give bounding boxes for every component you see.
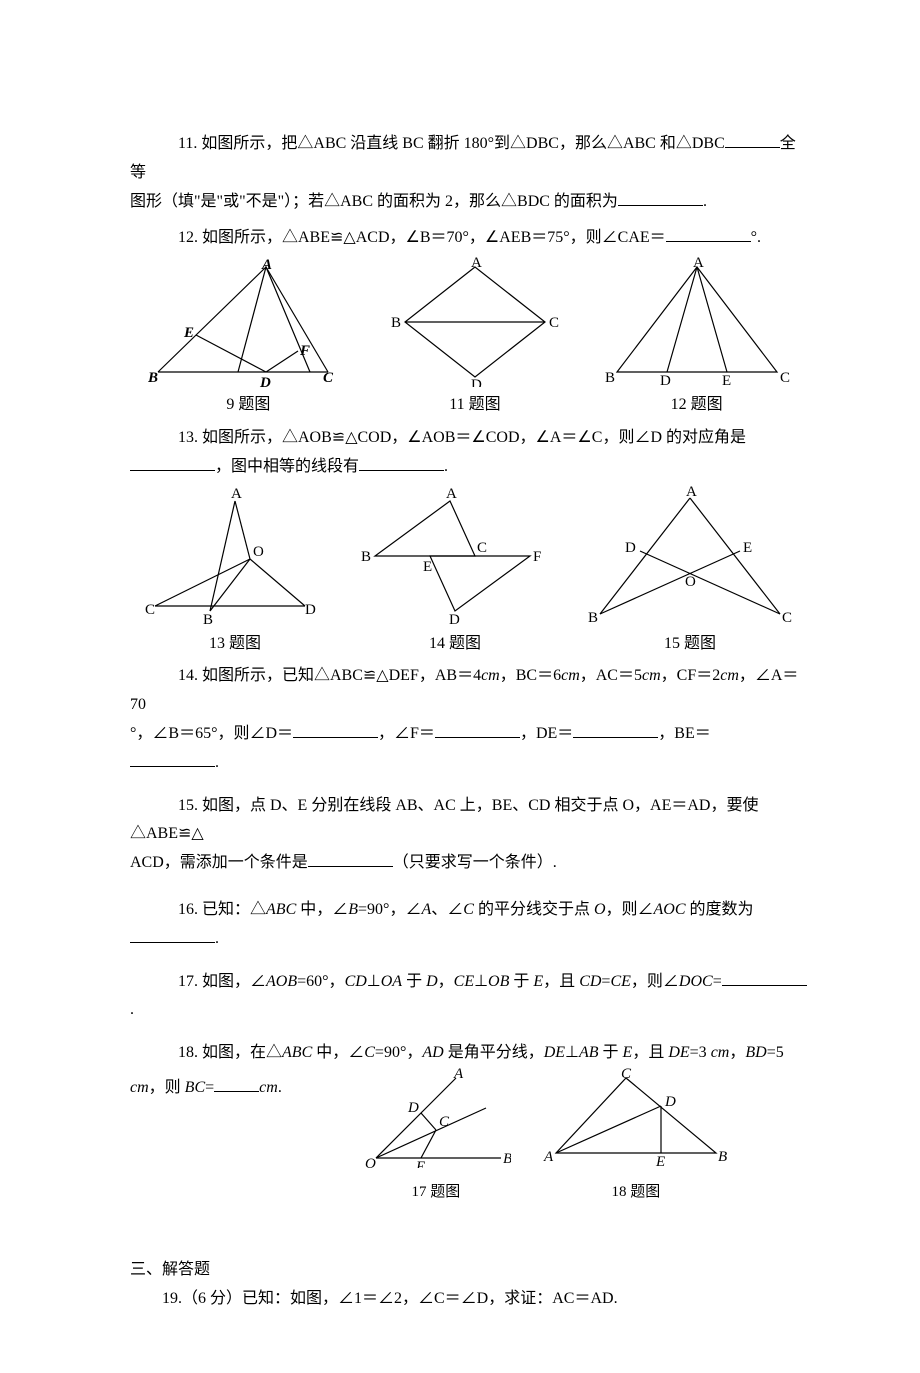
figure-row-1: A B C D E F A B C D A B C D E <box>130 257 810 387</box>
figure-11: A B C D <box>385 257 565 387</box>
svg-text:B: B <box>391 315 401 331</box>
svg-text:O: O <box>685 574 696 590</box>
question-15: 15. 如图，点 D、E 分别在线段 AB、AC 上，BE、CD 相交于点 O，… <box>130 792 810 878</box>
svg-text:D: D <box>471 377 482 387</box>
page-container: 11. 如图所示，把△ABC 沿直线 BC 翻折 180°到△DBC，那么△AB… <box>0 0 920 1373</box>
svg-text:A: A <box>261 257 272 273</box>
question-19: 19.（6 分）已知：如图，∠1＝∠2，∠C＝∠D，求证：AC＝AD. <box>130 1285 810 1314</box>
figure-row-1-captions: 9 题图 11 题图 12 题图 <box>130 391 810 420</box>
q14-blank-2 <box>435 721 520 738</box>
svg-text:E: E <box>655 1154 665 1168</box>
svg-text:E: E <box>423 559 432 575</box>
svg-text:A: A <box>453 1068 464 1082</box>
svg-text:E: E <box>415 1159 425 1168</box>
question-16: 16. 已知：△ABC 中，∠B=90°，∠A、∠C 的平分线交于点 O，则∠A… <box>130 896 810 954</box>
svg-text:B: B <box>718 1149 727 1165</box>
svg-text:D: D <box>259 375 271 387</box>
svg-text:C: C <box>145 602 155 618</box>
fig14-caption: 14 题图 <box>355 630 555 659</box>
svg-text:A: A <box>686 486 697 500</box>
section-3-heading: 三、解答题 <box>130 1256 810 1285</box>
svg-text:D: D <box>625 540 636 556</box>
svg-text:A: A <box>693 257 704 271</box>
q14-blank-3 <box>573 721 658 738</box>
svg-text:O: O <box>365 1156 376 1168</box>
svg-text:O: O <box>253 544 264 560</box>
q12-blank <box>666 225 751 242</box>
q13-mid: ，图中相等的线段有 <box>215 458 359 475</box>
svg-text:E: E <box>183 325 194 341</box>
q11-text-d: . <box>703 193 707 210</box>
svg-text:C: C <box>477 540 487 556</box>
svg-text:D: D <box>407 1100 419 1116</box>
figure-row-2-captions: 13 题图 14 题图 15 题图 <box>130 630 810 659</box>
figure-14: A B C D E F <box>355 486 555 626</box>
svg-text:C: C <box>439 1114 450 1130</box>
figure-17: A B C D E O <box>361 1068 511 1168</box>
svg-text:A: A <box>471 257 482 271</box>
q17-blank <box>722 969 807 986</box>
question-18: 18. 如图，在△ABC 中，∠C=90°，AD 是角平分线，DE⊥AB 于 E… <box>130 1039 810 1206</box>
svg-text:D: D <box>660 373 671 387</box>
svg-text:F: F <box>299 343 310 359</box>
question-13: 13. 如图所示，△AOB≌△COD，∠AOB＝∠COD，∠A＝∠C，则∠D 的… <box>130 424 810 482</box>
q11-blank-1 <box>725 131 780 148</box>
q13-suf: . <box>444 458 448 475</box>
figure-12: A B C D E <box>602 257 792 387</box>
svg-text:D: D <box>664 1094 676 1110</box>
figure-15: A B C D E O <box>585 486 795 626</box>
fig11-caption: 11 题图 <box>385 391 565 420</box>
svg-text:B: B <box>503 1151 511 1167</box>
q13-blank-2 <box>359 454 444 471</box>
svg-text:E: E <box>743 540 752 556</box>
svg-text:E: E <box>722 373 731 387</box>
figure-9: A B C D E F <box>148 257 348 387</box>
figure-row-2: A B C D O A B C D E F A B C D E <box>130 486 810 626</box>
fig17-caption: 17 题图 <box>361 1179 511 1206</box>
q16-blank <box>130 926 215 943</box>
fig12-caption: 12 题图 <box>602 391 792 420</box>
svg-text:B: B <box>361 549 371 565</box>
fig15-caption: 15 题图 <box>585 630 795 659</box>
fig13-caption: 13 题图 <box>145 630 325 659</box>
svg-text:A: A <box>446 486 457 502</box>
q13-pre: 13. 如图所示，△AOB≌△COD，∠AOB＝∠COD，∠A＝∠C，则∠D 的… <box>178 429 746 446</box>
q11-blank-2 <box>618 189 703 206</box>
svg-text:A: A <box>231 486 242 502</box>
svg-text:B: B <box>605 370 615 386</box>
question-12: 12. 如图所示，△ABE≌△ACD，∠B＝70°，∠AEB＝75°，则∠CAE… <box>130 224 810 253</box>
question-11: 11. 如图所示，把△ABC 沿直线 BC 翻折 180°到△DBC，那么△AB… <box>130 130 810 216</box>
q12-text: 12. 如图所示，△ABE≌△ACD，∠B＝70°，∠AEB＝75°，则∠CAE… <box>178 229 666 246</box>
fig18-caption: 18 题图 <box>541 1179 731 1206</box>
svg-text:C: C <box>621 1068 632 1082</box>
svg-text:D: D <box>449 612 460 626</box>
q13-blank-1 <box>130 454 215 471</box>
q14-blank-1 <box>293 721 378 738</box>
q11-text-c: 图形（填"是"或"不是"）；若△ABC 的面积为 2，那么△BDC 的面积为 <box>130 193 618 210</box>
svg-text:C: C <box>782 610 792 626</box>
svg-text:B: B <box>588 610 598 626</box>
question-14: 14. 如图所示，已知△ABC≌△DEF，AB＝4cm，BC＝6cm，AC＝5c… <box>130 662 810 777</box>
q12-suffix: °. <box>751 229 761 246</box>
svg-text:C: C <box>780 370 790 386</box>
q14-blank-4 <box>130 750 215 767</box>
svg-text:B: B <box>148 370 158 386</box>
q11-text-a: 11. 如图所示，把△ABC 沿直线 BC 翻折 180°到△DBC，那么△AB… <box>130 130 725 159</box>
figure-13: A B C D O <box>145 486 325 626</box>
svg-text:C: C <box>323 370 334 386</box>
fig9-caption: 9 题图 <box>148 391 348 420</box>
svg-text:C: C <box>549 315 559 331</box>
q18-blank <box>214 1075 259 1092</box>
q15-pre: 15. 如图，点 D、E 分别在线段 AB、AC 上，BE、CD 相交于点 O，… <box>130 797 758 843</box>
svg-text:D: D <box>305 602 316 618</box>
q15-blank <box>308 850 393 867</box>
svg-text:F: F <box>533 549 541 565</box>
figure-18: A B C D E <box>541 1068 731 1168</box>
svg-text:A: A <box>543 1149 554 1165</box>
q14-pre: 14. 如图所示，已知△ABC≌△DEF，AB＝4 <box>178 667 481 684</box>
question-17: 17. 如图，∠AOB=60°，CD⊥OA 于 D，CE⊥OB 于 E，且 CD… <box>130 968 810 1026</box>
svg-text:B: B <box>203 612 213 626</box>
